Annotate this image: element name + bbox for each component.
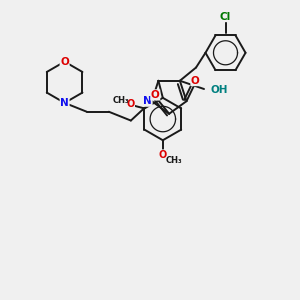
Text: O: O	[191, 76, 200, 85]
Text: CH₃: CH₃	[112, 96, 129, 105]
Text: O: O	[151, 90, 160, 100]
Text: N: N	[143, 96, 152, 106]
Text: OH: OH	[211, 85, 228, 95]
Text: N: N	[60, 98, 69, 108]
Text: O: O	[60, 57, 69, 67]
Text: Cl: Cl	[220, 12, 231, 22]
Text: O: O	[126, 99, 134, 109]
Text: CH₃: CH₃	[166, 156, 182, 165]
Text: O: O	[159, 150, 167, 160]
